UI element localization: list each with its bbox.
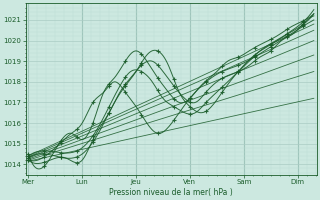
X-axis label: Pression niveau de la mer( hPa ): Pression niveau de la mer( hPa ) — [109, 188, 233, 197]
